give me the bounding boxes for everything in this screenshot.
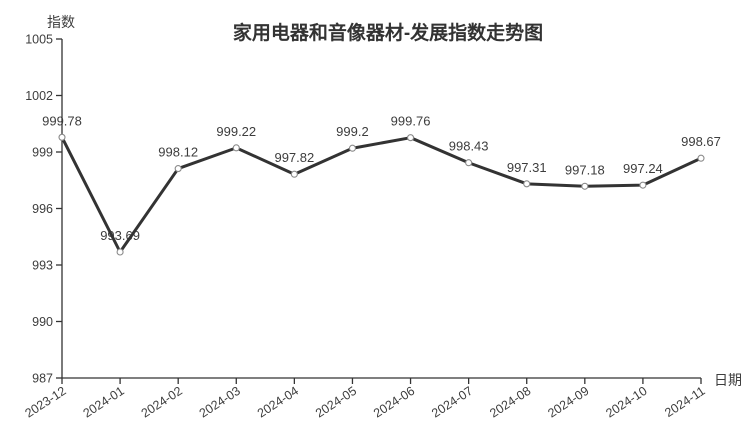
x-axis-title: 日期 bbox=[714, 372, 742, 388]
data-point-marker bbox=[465, 159, 473, 167]
data-point-marker bbox=[58, 133, 66, 141]
y-tick-label: 990 bbox=[32, 315, 53, 329]
x-tick-label: 2024-08 bbox=[487, 384, 533, 421]
x-tick-label: 2024-06 bbox=[371, 384, 417, 421]
data-point-label: 998.12 bbox=[158, 145, 198, 160]
data-point-marker bbox=[116, 248, 124, 256]
y-tick-label: 999 bbox=[32, 146, 53, 160]
y-tick-label: 996 bbox=[32, 202, 53, 216]
x-tick-label: 2024-03 bbox=[197, 384, 243, 421]
data-point-marker bbox=[523, 180, 531, 188]
data-point-label: 998.43 bbox=[449, 139, 489, 154]
data-point-marker bbox=[290, 170, 298, 178]
data-point-label: 998.67 bbox=[681, 134, 721, 149]
x-tick-label: 2024-04 bbox=[255, 384, 301, 421]
data-point-label: 997.24 bbox=[623, 161, 663, 176]
x-tick-label: 2024-05 bbox=[313, 384, 359, 421]
data-point-marker bbox=[348, 144, 357, 152]
x-tick-label: 2024-10 bbox=[603, 384, 649, 421]
data-point-marker bbox=[581, 182, 589, 190]
x-tick-label: 2023-12 bbox=[23, 384, 69, 421]
x-tick-label: 2024-11 bbox=[662, 384, 707, 420]
chart-title: 家用电器和音像器材-发展指数走势图 bbox=[232, 23, 544, 44]
data-point-marker bbox=[406, 134, 415, 142]
x-tick-label: 2024-09 bbox=[545, 384, 591, 421]
data-point-marker bbox=[697, 154, 705, 162]
y-tick-label: 993 bbox=[32, 259, 53, 273]
data-point-label: 999.76 bbox=[391, 114, 431, 129]
data-point-label: 999.2 bbox=[336, 124, 369, 139]
data-point-label: 999.22 bbox=[216, 124, 256, 139]
data-point-label: 997.82 bbox=[274, 150, 314, 165]
data-point-label: 997.18 bbox=[565, 162, 605, 177]
x-tick-label: 2024-01 bbox=[81, 384, 127, 421]
series-line bbox=[60, 135, 703, 254]
data-point-marker bbox=[174, 165, 182, 173]
x-tick-label: 2024-07 bbox=[429, 384, 475, 421]
y-tick-label: 987 bbox=[32, 372, 53, 386]
y-tick-label: 1002 bbox=[25, 89, 53, 103]
data-point-marker bbox=[232, 144, 240, 152]
data-point-label: 999.78 bbox=[42, 113, 82, 128]
data-point-marker bbox=[639, 181, 647, 189]
data-point-label: 997.31 bbox=[507, 160, 547, 175]
x-tick-label: 2024-02 bbox=[139, 384, 185, 421]
y-axis-title: 指数 bbox=[47, 14, 75, 30]
y-tick-label: 1005 bbox=[25, 33, 53, 47]
